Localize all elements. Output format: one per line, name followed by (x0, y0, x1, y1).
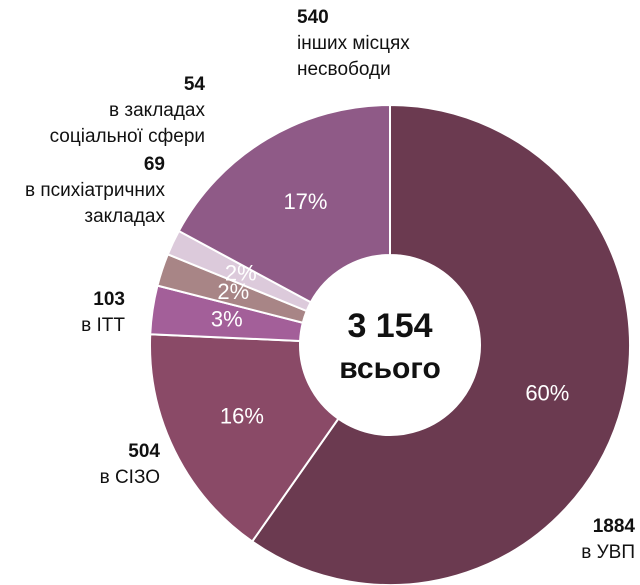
percent-label: 2% (217, 279, 249, 304)
percent-label: 60% (525, 380, 569, 405)
category-label: в закладах (109, 100, 205, 121)
category-label: в СІЗО (100, 467, 160, 488)
value-label: 540 (297, 7, 329, 28)
value-label: 103 (93, 289, 125, 310)
total-caption: всього (339, 352, 441, 385)
category-label: в психіатричних (25, 180, 166, 201)
category-label: закладах (84, 206, 165, 227)
category-label: несвободи (297, 59, 391, 80)
value-label: 69 (144, 154, 165, 175)
percent-label: 17% (283, 189, 327, 214)
total-value: 3 154 (347, 307, 432, 345)
category-label: соціальної сфери (50, 126, 205, 147)
value-label: 504 (128, 441, 160, 462)
category-label: в УВП (581, 542, 635, 563)
percent-label: 3% (211, 307, 243, 332)
value-label: 54 (184, 74, 206, 95)
donut-slice (149, 333, 340, 543)
category-label: інших місцях (297, 33, 410, 54)
category-label: в ІТТ (81, 315, 125, 336)
donut-slice (177, 103, 391, 304)
percent-label: 2% (225, 260, 257, 285)
value-label: 1884 (593, 516, 636, 537)
percent-label: 16% (220, 404, 264, 429)
